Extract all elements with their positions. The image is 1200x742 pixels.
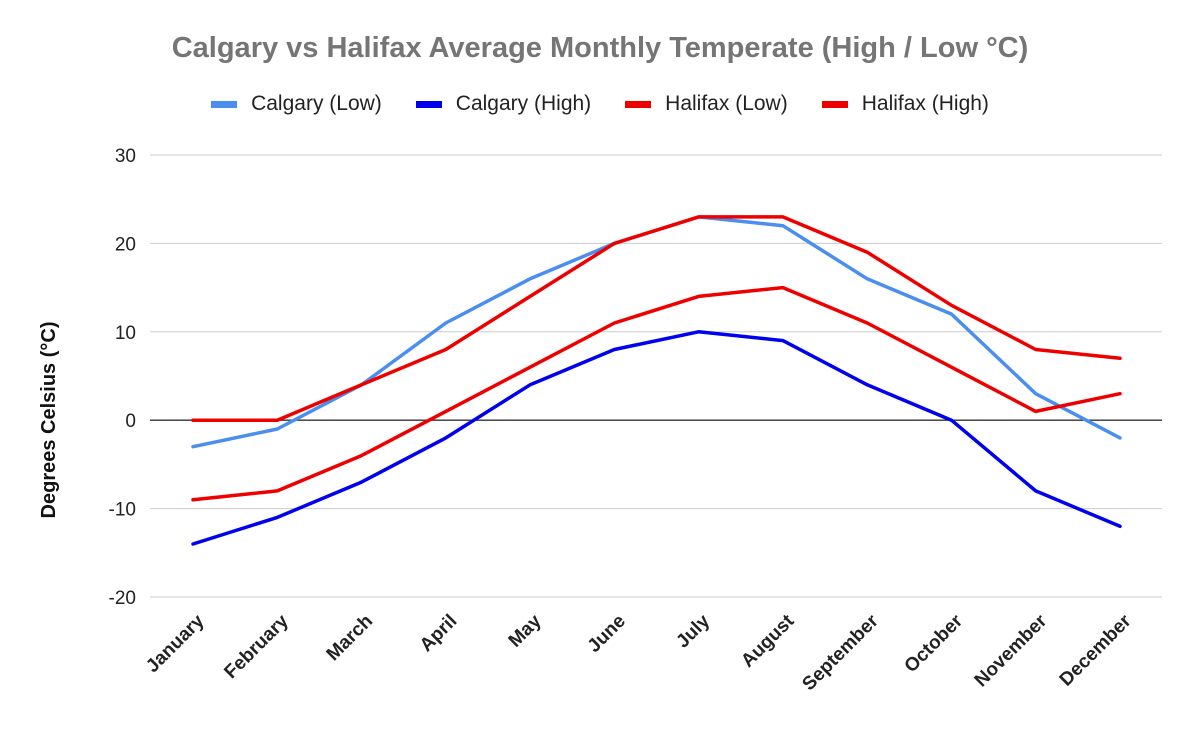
- legend-swatch: [625, 100, 652, 108]
- legend-label: Calgary (High): [455, 92, 592, 115]
- x-tick-label: June: [584, 611, 630, 657]
- legend-label: Halifax (High): [861, 92, 989, 115]
- x-tick-label: August: [737, 610, 799, 672]
- series-line-halifax-high: [191, 215, 1122, 422]
- y-tick-label: 20: [115, 234, 136, 255]
- y-tick-label: 0: [125, 411, 136, 432]
- x-tick-label: December: [1056, 610, 1136, 690]
- x-axis-ticks: January February March April May June July Augu…: [142, 610, 1136, 695]
- series-line-calgary-high: [191, 330, 1122, 546]
- x-tick-label: February: [220, 610, 293, 683]
- legend-item: Halifax (High): [821, 92, 989, 116]
- series-lines: [191, 215, 1122, 546]
- legend-label: Calgary (Low): [251, 92, 382, 115]
- y-axis-label: Degrees Celsius (°C): [38, 322, 60, 519]
- legend-swatch: [821, 100, 848, 108]
- x-tick-label: September: [798, 610, 883, 695]
- y-tick-label: -20: [109, 588, 136, 609]
- y-tick-label: 30: [115, 146, 136, 167]
- chart-title: Calgary vs Halifax Average Monthly Tempe…: [171, 32, 1029, 64]
- x-tick-label: October: [901, 610, 968, 677]
- x-tick-label: July: [672, 610, 714, 652]
- legend: Calgary (Low) Calgary (High) Halifax (Low)…: [0, 92, 1200, 116]
- y-axis-ticks: 30 20 10 0 -10 -20: [109, 146, 136, 609]
- legend-swatch: [211, 100, 238, 108]
- gridlines: [150, 154, 1162, 598]
- legend-item: Calgary (High): [415, 92, 592, 116]
- legend-label: Halifax (Low): [665, 92, 788, 115]
- legend-item: Halifax (Low): [625, 92, 788, 116]
- x-tick-label: May: [505, 610, 546, 651]
- x-tick-label: March: [323, 611, 377, 665]
- y-tick-label: 10: [115, 323, 136, 344]
- x-tick-label: April: [416, 611, 461, 656]
- series-line-halifax-low: [191, 285, 1122, 502]
- y-tick-label: -10: [109, 500, 136, 521]
- x-tick-label: January: [142, 610, 209, 677]
- legend-swatch: [415, 100, 442, 108]
- legend-item: Calgary (Low): [211, 92, 382, 116]
- x-tick-label: November: [971, 610, 1052, 691]
